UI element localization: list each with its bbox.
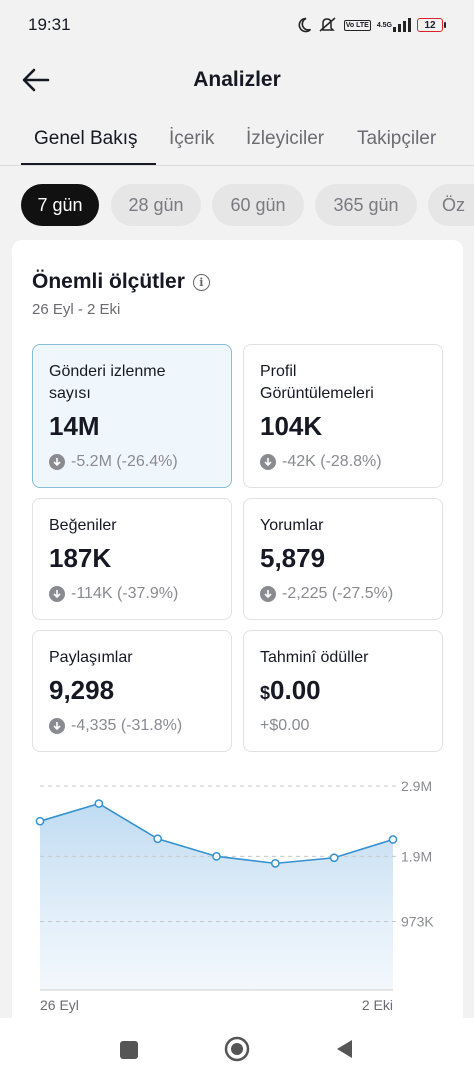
chart-data-point xyxy=(35,816,45,826)
tab-bar: Genel Bakış İçerik İzleyiciler Takipçile… xyxy=(0,118,474,166)
metric-change-text: -2,225 (-27.5%) xyxy=(282,585,394,602)
square-icon xyxy=(120,1041,138,1059)
metric-label: Profil Görüntülemeleri xyxy=(260,363,374,402)
y-tick-label: 1.9M xyxy=(401,848,432,864)
metric-label: Paylaşımlar xyxy=(49,649,133,666)
chip-custom[interactable]: Öz xyxy=(428,184,474,226)
arrow-down-circle-icon xyxy=(49,454,65,470)
home-circle-icon xyxy=(224,1036,250,1062)
chart-data-point xyxy=(329,853,339,863)
metric-likes[interactable]: Beğeniler 187K -114K (-37.9%) xyxy=(32,498,232,620)
metric-value-number: 0.00 xyxy=(270,675,321,705)
section-title-text: Önemli ölçütler xyxy=(32,270,185,293)
metric-estimated-rewards[interactable]: Tahminî ödüller $0.00 +$0.00 xyxy=(243,630,443,752)
info-icon[interactable]: i xyxy=(192,273,210,291)
metric-change: -4,335 (-31.8%) xyxy=(49,717,182,735)
metric-change: -2,225 (-27.5%) xyxy=(260,585,393,603)
tab-viewers[interactable]: İzleyiciler xyxy=(246,128,325,149)
metric-change: +$0.00 xyxy=(260,717,309,735)
metric-value: 9,298 xyxy=(49,675,115,705)
status-bar: 19:31 Vo LTE 4.5G 12 xyxy=(0,0,474,50)
metric-label: Yorumlar xyxy=(260,517,324,534)
tab-followers[interactable]: Takipçiler xyxy=(357,128,437,149)
status-icons: Vo LTE 4.5G 12 xyxy=(296,17,446,33)
active-tab-indicator xyxy=(21,163,156,165)
status-time: 19:31 xyxy=(28,15,71,34)
back-triangle-icon xyxy=(337,1040,352,1058)
network-type: 4.5G xyxy=(376,21,392,29)
chart-data-point xyxy=(153,834,163,844)
metric-change-text: -4,335 (-31.8%) xyxy=(71,717,183,734)
volte-badge: Vo LTE xyxy=(343,19,371,31)
chart-data-point xyxy=(94,799,104,808)
metric-change-text: +$0.00 xyxy=(260,717,310,734)
y-tick-label: 2.9M xyxy=(401,778,432,794)
date-range-label: 26 Eyl - 2 Eki xyxy=(32,301,121,318)
metric-comments[interactable]: Yorumlar 5,879 -2,225 (-27.5%) xyxy=(243,498,443,620)
metric-value: 104K xyxy=(260,411,323,441)
arrow-down-circle-icon xyxy=(49,586,65,602)
back-button[interactable] xyxy=(20,64,56,96)
recent-apps-button[interactable] xyxy=(119,1040,139,1065)
back-nav-button[interactable] xyxy=(333,1038,355,1065)
metric-value: 5,879 xyxy=(260,543,326,573)
metric-value: 187K xyxy=(49,543,112,573)
metric-label: Beğeniler xyxy=(49,517,117,534)
signal-icon: 4.5G xyxy=(377,18,411,32)
post-views-chart: 2.9M 1.9M 973K 26 Eyl 2 Eki xyxy=(35,778,434,1013)
metric-change: -42K (-28.8%) xyxy=(260,453,382,471)
arrow-left-icon xyxy=(22,68,50,92)
metric-change-text: -5.2M (-26.4%) xyxy=(71,453,178,470)
metric-change: -114K (-37.9%) xyxy=(49,585,178,603)
chart-data-point xyxy=(212,851,221,861)
chart-data-point xyxy=(388,835,398,844)
arrow-down-circle-icon xyxy=(260,586,276,602)
tab-overview[interactable]: Genel Bakış xyxy=(34,128,138,149)
chip-28-days[interactable]: 28 gün xyxy=(111,184,201,226)
currency-symbol: $ xyxy=(260,683,271,703)
metric-change-text: -114K (-37.9%) xyxy=(71,585,179,602)
metric-change: -5.2M (-26.4%) xyxy=(49,453,178,471)
chip-60-days[interactable]: 60 gün xyxy=(212,184,304,226)
mute-icon xyxy=(318,17,338,33)
chip-7-days[interactable]: 7 gün xyxy=(21,184,99,226)
page-title: Analizler xyxy=(193,68,281,91)
metric-change-text: -42K (-28.8%) xyxy=(282,453,382,470)
metric-post-views[interactable]: Gönderi izlenme sayısı 14M -5.2M (-26.4%… xyxy=(32,344,232,488)
metric-profile-views[interactable]: Profil Görüntülemeleri 104K -42K (-28.8%… xyxy=(243,344,443,488)
arrow-down-circle-icon xyxy=(260,454,276,470)
tab-content[interactable]: İçerik xyxy=(169,128,215,149)
metric-label: Tahminî ödüller xyxy=(260,649,369,666)
x-tick-label: 2 Eki xyxy=(362,997,393,1013)
chart-area-fill xyxy=(40,803,393,990)
battery-level: 12 xyxy=(417,18,443,32)
chart-data-point xyxy=(270,859,280,868)
key-metrics-card: Önemli ölçütler i 26 Eyl - 2 Eki Gönderi… xyxy=(12,240,463,1040)
x-tick-label: 26 Eyl xyxy=(40,997,79,1013)
header: Analizler xyxy=(0,50,474,112)
arrow-down-circle-icon xyxy=(49,718,65,734)
home-button[interactable] xyxy=(224,1036,250,1067)
metric-shares[interactable]: Paylaşımlar 9,298 -4,335 (-31.8%) xyxy=(32,630,232,752)
date-range-chips: 7 gün 28 gün 60 gün 365 gün Öz xyxy=(0,182,474,228)
section-title: Önemli ölçütler i xyxy=(32,270,210,294)
metric-value: 14M xyxy=(49,411,100,441)
system-nav-bar xyxy=(0,1018,474,1080)
y-tick-label: 973K xyxy=(401,914,434,930)
chip-365-days[interactable]: 365 gün xyxy=(315,184,417,226)
moon-icon xyxy=(296,17,312,33)
metric-value: $0.00 xyxy=(260,675,321,706)
battery-icon: 12 xyxy=(417,18,446,32)
metric-label: Gönderi izlenme sayısı xyxy=(49,363,166,402)
